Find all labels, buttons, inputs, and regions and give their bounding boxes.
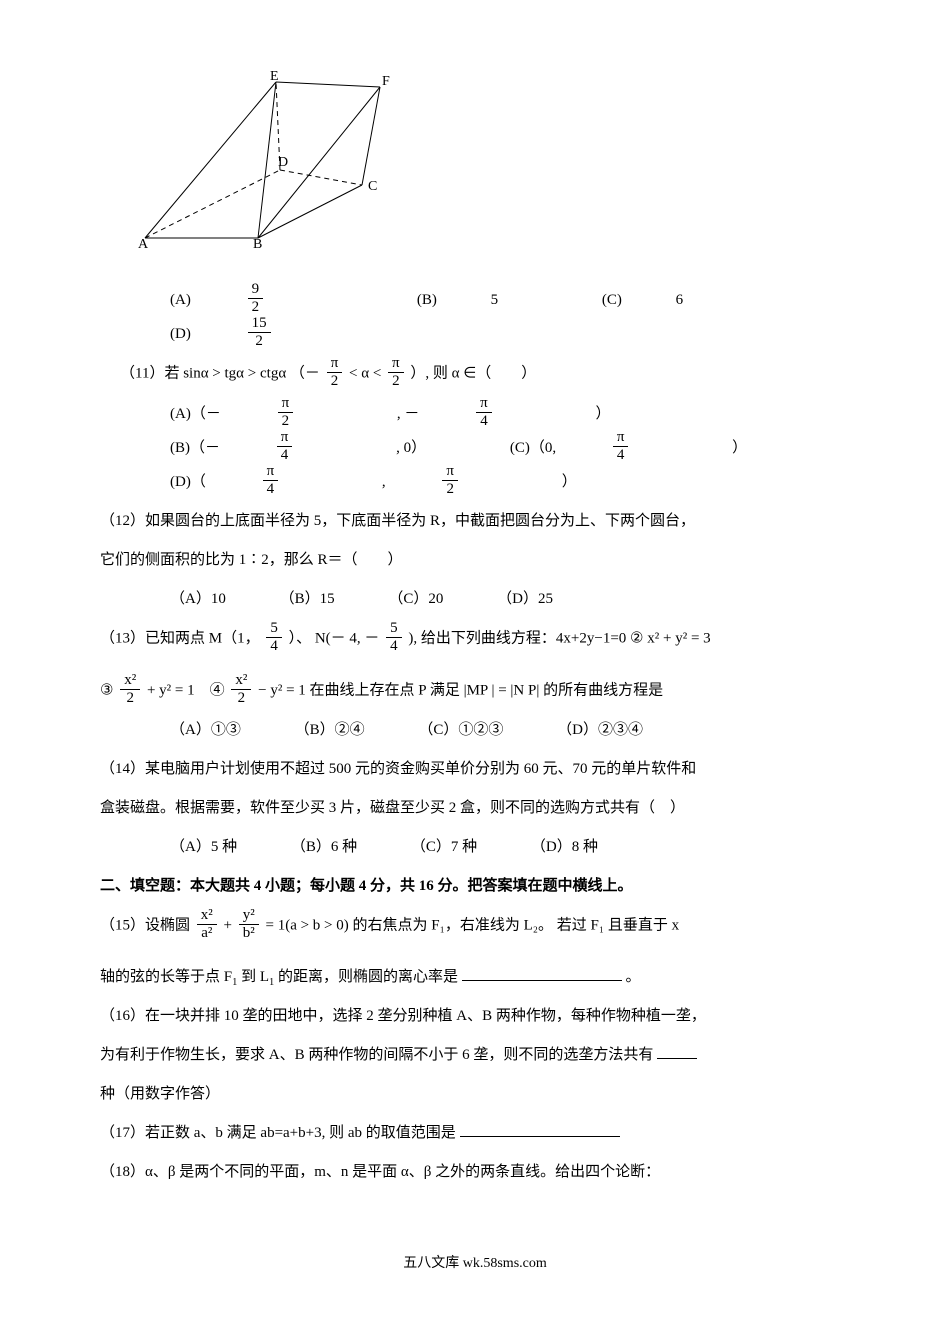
choice-c: (C) 6 bbox=[602, 283, 733, 316]
q12-line1: （12）如果圆台的上底面半径为 5，下底面半径为 R，中截面把圆台分为上、下两个… bbox=[100, 505, 850, 538]
q15-line2: 轴的弦的长等于点 F1 到 L1 的距离，则椭圆的离心率是 。 bbox=[100, 961, 850, 994]
q13-line1: （13）已知两点 M（1， 54 ）、 N(－ 4, － 54 ), 给出下列曲… bbox=[100, 622, 850, 656]
vertex-d: D bbox=[278, 155, 288, 170]
q11-stem: （11）若 sinα > tgα > ctgα （－ π2 < α < π2 ）… bbox=[100, 357, 850, 391]
q16-line3: 种（用数字作答） bbox=[100, 1078, 850, 1111]
vertex-b: B bbox=[253, 237, 262, 250]
page-footer: 五八文库 wk.58sms.com bbox=[100, 1249, 850, 1280]
geometry-figure: A B C D E F bbox=[130, 70, 850, 263]
vertex-e: E bbox=[270, 70, 279, 84]
choice-c: (C)（0, π4 ） bbox=[510, 431, 797, 465]
choice-d: （D）②③④ bbox=[557, 714, 643, 747]
choice-d: (D) 152 bbox=[170, 317, 371, 351]
q15-line1: （15）设椭圆 x²a² + y²b² = 1(a > b > 0) 的右焦点为… bbox=[100, 909, 850, 943]
choice-d: (D)（ π4 , π2 ） bbox=[170, 465, 627, 499]
q12-line2: 它们的侧面积的比为 1∶2，那么 R＝（ ） bbox=[100, 544, 850, 577]
choice-a: (A) 92 bbox=[170, 283, 363, 317]
choice-b: (B)（－ π4 , 0） bbox=[170, 431, 476, 465]
choice-a: （A）5 种 bbox=[170, 831, 237, 864]
q10-choices: (A) 92 (B) 5 (C) 6 (D) 152 bbox=[100, 283, 850, 351]
q14-line1: （14）某电脑用户计划使用不超过 500 元的资金购买单价分别为 60 元、70… bbox=[100, 753, 850, 786]
choice-c: （C）①②③ bbox=[418, 714, 503, 747]
q12-choices: （A）10 （B）15 （C）20 （D）25 bbox=[100, 583, 850, 616]
choice-b: （B）15 bbox=[280, 583, 335, 616]
q15-blank bbox=[462, 965, 622, 981]
choice-a: （A）10 bbox=[170, 583, 226, 616]
choice-a: （A）①③ bbox=[170, 714, 241, 747]
choice-b: (B) 5 bbox=[417, 283, 548, 316]
choice-a: (A)（－ π2 , － π4 ） bbox=[170, 397, 661, 431]
section2-heading: 二、填空题：本大题共 4 小题；每小题 4 分，共 16 分。把答案填在题中横线… bbox=[100, 870, 850, 903]
q13-line2: ③ x²2 + y² = 1 ④ x²2 − y² = 1 在曲线上存在点 P … bbox=[100, 674, 850, 708]
q11-choices: (A)（－ π2 , － π4 ） (B)（－ π4 , 0） (C)（0, π… bbox=[100, 397, 850, 499]
choice-c: （C）7 种 bbox=[411, 831, 477, 864]
choice-b: （B）②④ bbox=[295, 714, 365, 747]
choice-b: （B）6 种 bbox=[291, 831, 357, 864]
vertex-a: A bbox=[138, 237, 149, 250]
q16-line1: （16）在一块并排 10 垄的田地中，选择 2 垄分别种植 A、B 两种作物，每… bbox=[100, 1000, 850, 1033]
vertex-f: F bbox=[382, 74, 390, 89]
q16-line2: 为有利于作物生长，要求 A、B 两种作物的间隔不小于 6 垄，则不同的选垄方法共… bbox=[100, 1039, 850, 1072]
q16-blank bbox=[657, 1043, 697, 1059]
choice-c: （C）20 bbox=[388, 583, 443, 616]
q17: （17）若正数 a、b 满足 ab=a+b+3, 则 ab 的取值范围是 bbox=[100, 1117, 850, 1150]
q18: （18）α、β 是两个不同的平面，m、n 是平面 α、β 之外的两条直线。给出四… bbox=[100, 1156, 850, 1189]
vertex-c: C bbox=[368, 179, 377, 194]
choice-d: （D）8 种 bbox=[531, 831, 598, 864]
q17-blank bbox=[460, 1121, 620, 1137]
q14-choices: （A）5 种 （B）6 种 （C）7 种 （D）8 种 bbox=[100, 831, 850, 864]
choice-d: （D）25 bbox=[497, 583, 553, 616]
q14-line2: 盒装磁盘。根据需要，软件至少买 3 片，磁盘至少买 2 盒，则不同的选购方式共有… bbox=[100, 792, 850, 825]
q13-choices: （A）①③ （B）②④ （C）①②③ （D）②③④ bbox=[100, 714, 850, 747]
